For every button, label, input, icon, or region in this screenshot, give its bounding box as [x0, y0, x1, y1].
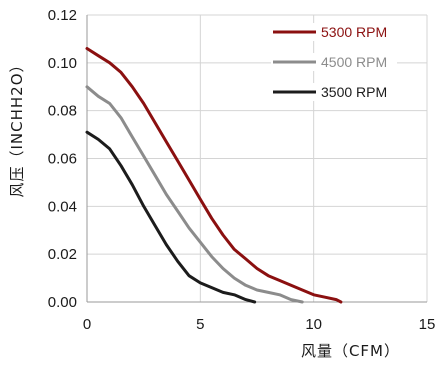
x-tick-label: 15 [419, 316, 436, 333]
series-line-4500-rpm [85, 85, 304, 304]
axis-lines [86, 15, 427, 303]
y-tick-label: 0.00 [48, 294, 77, 311]
legend-bg-5300-rpm [271, 23, 397, 41]
legend-bg-4500-rpm [271, 53, 397, 71]
series-line-3500-rpm [85, 130, 257, 304]
y-tick-label: 0.06 [48, 151, 77, 168]
legend-label-3500-rpm: 3500 RPM [321, 84, 387, 100]
y-tick-label: 0.04 [48, 198, 77, 215]
legend-bg-3500-rpm [271, 83, 397, 101]
y-tick-label: 0.12 [48, 7, 77, 24]
y-tick-label: 0.02 [48, 246, 77, 263]
x-tick-labels: 0 5 10 15 [83, 316, 436, 333]
x-axis-title: 风量（CFM） [301, 342, 400, 360]
series-lines [85, 47, 343, 304]
legend: 5300 RPM 4500 RPM 3500 RPM [271, 23, 397, 101]
x-tick-label: 10 [305, 316, 322, 333]
y-axis-title: 风压（INCHH2O） [8, 56, 26, 197]
series-line-5300-rpm [85, 47, 343, 304]
y-tick-label: 0.08 [48, 103, 77, 120]
y-tick-labels: 0.00 0.02 0.04 0.06 0.08 0.10 0.12 [48, 7, 77, 311]
legend-label-5300-rpm: 5300 RPM [321, 24, 387, 40]
legend-label-4500-rpm: 4500 RPM [321, 54, 387, 70]
x-tick-label: 0 [83, 316, 91, 333]
x-tick-label: 5 [196, 316, 204, 333]
y-tick-label: 0.10 [48, 55, 77, 72]
